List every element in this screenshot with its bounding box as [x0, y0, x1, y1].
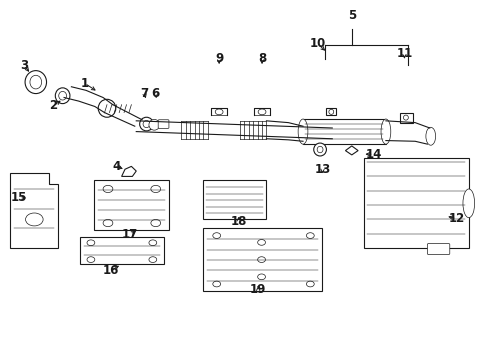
- Ellipse shape: [317, 146, 323, 153]
- Text: 4: 4: [112, 160, 121, 173]
- Text: 12: 12: [447, 212, 464, 225]
- Text: 11: 11: [395, 47, 412, 60]
- Text: 5: 5: [347, 9, 355, 22]
- Polygon shape: [399, 113, 412, 123]
- Ellipse shape: [258, 109, 265, 115]
- Ellipse shape: [25, 71, 46, 94]
- Ellipse shape: [149, 257, 157, 262]
- Text: 18: 18: [230, 215, 246, 229]
- Text: 19: 19: [249, 283, 266, 296]
- Ellipse shape: [257, 257, 265, 262]
- FancyBboxPatch shape: [158, 120, 168, 129]
- Text: 15: 15: [11, 192, 27, 204]
- Polygon shape: [80, 237, 163, 264]
- Polygon shape: [203, 180, 266, 220]
- Ellipse shape: [87, 257, 95, 262]
- Text: 6: 6: [151, 87, 160, 100]
- Ellipse shape: [149, 240, 157, 246]
- Ellipse shape: [462, 189, 474, 218]
- Ellipse shape: [306, 281, 314, 287]
- Ellipse shape: [403, 115, 407, 120]
- Ellipse shape: [103, 185, 113, 193]
- Ellipse shape: [55, 88, 70, 104]
- Ellipse shape: [425, 127, 435, 145]
- Ellipse shape: [151, 185, 160, 193]
- Polygon shape: [203, 228, 321, 291]
- Text: 2: 2: [49, 99, 57, 112]
- Ellipse shape: [151, 220, 160, 226]
- Polygon shape: [122, 166, 136, 176]
- Ellipse shape: [87, 240, 95, 246]
- Ellipse shape: [215, 109, 223, 115]
- Text: 10: 10: [309, 37, 325, 50]
- Text: 7: 7: [140, 87, 148, 100]
- Ellipse shape: [25, 213, 43, 226]
- Text: 9: 9: [215, 51, 223, 64]
- Polygon shape: [345, 146, 357, 155]
- Ellipse shape: [149, 120, 159, 130]
- Polygon shape: [326, 108, 335, 116]
- Polygon shape: [303, 119, 385, 144]
- Text: 17: 17: [122, 228, 138, 241]
- Ellipse shape: [257, 239, 265, 245]
- Ellipse shape: [212, 281, 220, 287]
- Ellipse shape: [59, 91, 66, 100]
- Ellipse shape: [30, 75, 41, 89]
- Ellipse shape: [306, 233, 314, 238]
- Ellipse shape: [140, 117, 153, 131]
- Ellipse shape: [143, 121, 150, 128]
- Polygon shape: [363, 158, 468, 248]
- Text: 16: 16: [102, 264, 119, 277]
- Ellipse shape: [98, 99, 116, 117]
- Polygon shape: [10, 173, 58, 248]
- Text: 8: 8: [257, 51, 265, 64]
- Ellipse shape: [257, 274, 265, 280]
- Text: 13: 13: [314, 163, 330, 176]
- Text: 1: 1: [81, 77, 88, 90]
- Text: 14: 14: [365, 148, 381, 161]
- Ellipse shape: [328, 109, 333, 114]
- Ellipse shape: [212, 233, 220, 238]
- Ellipse shape: [298, 119, 307, 144]
- Ellipse shape: [313, 143, 326, 156]
- FancyBboxPatch shape: [427, 243, 449, 255]
- Text: 3: 3: [20, 59, 28, 72]
- Ellipse shape: [103, 220, 113, 226]
- Polygon shape: [94, 180, 168, 230]
- Ellipse shape: [380, 119, 390, 144]
